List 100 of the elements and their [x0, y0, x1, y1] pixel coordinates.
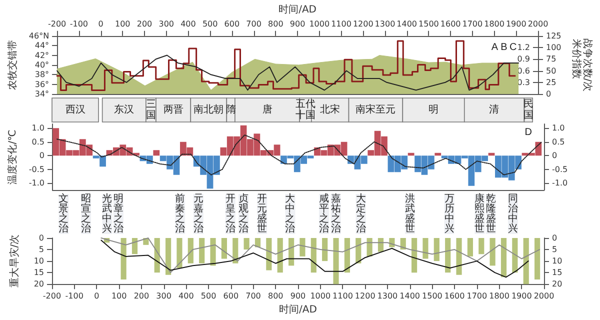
bar — [300, 238, 306, 256]
text: 大中之治 — [285, 192, 296, 234]
x2-tick-label: 100 — [115, 19, 130, 28]
x2-tick-label: 900 — [290, 19, 306, 28]
y2-tick-label: 1.0 — [552, 124, 565, 133]
bar — [244, 238, 250, 250]
y2-tick-label: 15 — [552, 268, 562, 278]
x-tick-label: 2000 — [534, 292, 554, 301]
x-tick-label: 400 — [178, 292, 194, 301]
text: 明 — [428, 104, 439, 116]
bar — [456, 238, 462, 275]
bar — [534, 238, 540, 280]
x2-tick-label: -200 — [48, 19, 66, 28]
text: 元嘉之治 — [193, 194, 204, 234]
x-tick-label: 1200 — [354, 292, 376, 301]
x-tick-label: 200 — [134, 292, 150, 301]
x2-tick-label: 400 — [180, 19, 196, 28]
line-series — [56, 134, 542, 176]
annotation: C — [509, 42, 517, 54]
y-tick-label: 40° — [34, 60, 50, 70]
y-tick-label: 15 — [34, 268, 44, 278]
x2-tick-label: 1200 — [352, 19, 374, 28]
line-series — [100, 240, 529, 278]
y-tick-label: 46°N — [28, 31, 50, 40]
x2-tick-label: 600 — [224, 19, 240, 28]
text: 文景之治 — [58, 192, 69, 234]
text: 三国 — [146, 99, 156, 121]
y-tick-label: -0.5 — [28, 164, 45, 174]
annotation: A — [491, 42, 498, 54]
bar — [153, 150, 160, 156]
x2-tick-label: 1600 — [440, 19, 461, 28]
bar — [344, 238, 350, 273]
y2-tick-label: 0 — [552, 234, 558, 242]
y-tick-label: 0.5 — [32, 137, 45, 146]
bar — [478, 238, 484, 254]
x-tick-label: 600 — [223, 292, 239, 301]
y-tick-label: 5 — [38, 245, 44, 254]
x2-tick-label: 1700 — [462, 19, 483, 28]
y-tick-label: 34° — [34, 90, 50, 98]
bar — [333, 238, 339, 284]
x2-tick-label: 1400 — [396, 19, 418, 28]
y-tick-label: -1.0 — [28, 178, 45, 188]
bar — [165, 238, 172, 275]
y-axis-title: 温度变化/℃ — [6, 130, 18, 184]
text: 东汉 — [114, 104, 134, 116]
x-tick-label: 1700 — [466, 292, 488, 301]
text: 咸平之治 — [318, 192, 329, 234]
x-tick-label: 1800 — [489, 292, 510, 301]
y2-tick-label: -1.0 — [552, 178, 568, 188]
text: 贞观之治 — [238, 192, 249, 234]
x-tick-label: 1500 — [422, 292, 442, 301]
y2-tick-label: 5 — [552, 245, 558, 254]
x-tick-label: 0 — [94, 292, 100, 301]
y2-tick-label: 75 — [546, 54, 556, 64]
bar — [523, 238, 529, 284]
annotation: D — [524, 126, 532, 138]
y2-tick-label: -0.5 — [552, 164, 568, 174]
bar — [277, 238, 283, 273]
x-axis-title: 时间/AD — [279, 304, 318, 316]
x-tick-label: 1400 — [400, 292, 420, 301]
y-tick-label: 10 — [34, 256, 44, 266]
y2-tick-label: 50 — [546, 66, 556, 76]
text: 明章之治 — [113, 194, 124, 234]
text: 昭宣之治 — [81, 194, 92, 234]
x2-tick-label: 700 — [246, 19, 262, 28]
bar — [434, 238, 440, 262]
bar — [310, 238, 316, 273]
x-tick-label: 800 — [268, 292, 284, 301]
x-tick-label: 1300 — [377, 292, 398, 301]
y-axis-title: 农牧交错带 — [6, 40, 18, 90]
x-tick-label: 1600 — [444, 292, 465, 301]
x-tick-label: 500 — [200, 292, 216, 301]
bar — [434, 152, 442, 156]
y2-tick-label: 100 — [546, 43, 562, 52]
bar — [188, 238, 194, 264]
text: 西汉 — [65, 104, 86, 116]
bar — [490, 238, 496, 266]
x2-tick-label: 300 — [158, 19, 174, 28]
text: 开皇之治 — [225, 194, 236, 234]
bar — [210, 238, 216, 266]
x-tick-label: 900 — [290, 292, 306, 301]
text: 光武中兴 — [102, 192, 112, 234]
y2-tick-label: 10 — [552, 256, 562, 266]
bar — [411, 238, 418, 273]
y-tick-label: 0 — [38, 234, 44, 242]
text: 洪武盛世 — [404, 192, 415, 234]
y-tick-label: 1.0 — [32, 124, 45, 133]
x-tick-label: 700 — [246, 292, 261, 301]
y-tick-label: 44° — [34, 41, 50, 50]
y-tick-label: 0 — [39, 151, 45, 160]
x2-tick-label: 1100 — [331, 19, 352, 28]
x-tick-label: 100 — [111, 292, 127, 301]
x-tick-label: -200 — [42, 292, 62, 301]
y-tick-label: 42° — [34, 50, 50, 60]
text: 大定之治 — [356, 192, 366, 234]
bar — [408, 152, 414, 156]
x2-tick-label: 200 — [136, 19, 152, 28]
x2-tick-label: 2000 — [528, 19, 548, 28]
x2-tick-label: 1300 — [374, 19, 396, 28]
bar — [512, 238, 518, 273]
